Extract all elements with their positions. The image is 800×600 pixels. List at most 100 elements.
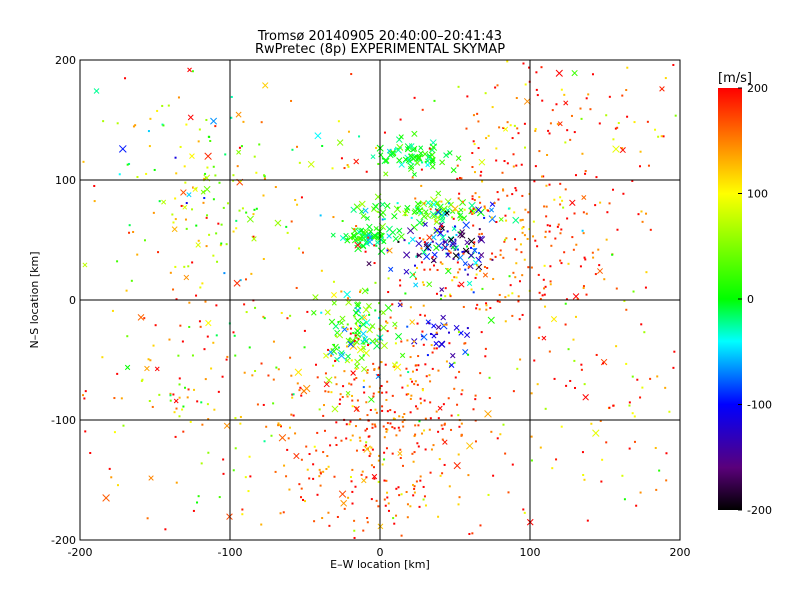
- scatter-point-1206: [200, 462, 203, 465]
- scatter-point-660: [494, 86, 497, 89]
- scatter-point-929: [290, 413, 293, 416]
- scatter-point-1685: [521, 227, 524, 230]
- scatter-point-1616: [490, 216, 493, 219]
- scatter-point-895: [349, 332, 352, 335]
- scatter-point-622: [657, 135, 660, 138]
- scatter-point-916: [401, 464, 404, 467]
- scatter-point-1697: [615, 345, 618, 348]
- scatter-point-423: [545, 215, 548, 218]
- scatter-point-905: [316, 376, 319, 379]
- scatter-point-1436: [171, 213, 174, 216]
- scatter-point-409: [485, 302, 488, 305]
- scatter-point-436: [574, 315, 577, 318]
- scatter-point-1480: [621, 474, 624, 477]
- x-tick-labels: -200 -100 0 100 200: [68, 546, 691, 559]
- scatter-point-1558: [523, 511, 526, 514]
- scatter-point-543: [476, 303, 479, 306]
- scatter-point-548: [523, 234, 526, 237]
- scatter-point-698: [334, 335, 337, 338]
- scatter-point-603: [532, 220, 535, 223]
- scatter-point-838: [487, 493, 490, 496]
- scatter-point-1427: [241, 207, 244, 210]
- scatter-point-382: [462, 252, 465, 255]
- scatter-point-890: [422, 485, 425, 488]
- scatter-point-638: [660, 135, 663, 138]
- scatter-point-406: [482, 272, 488, 278]
- scatter-point-1590: [418, 420, 421, 423]
- scatter-point-179: [398, 233, 405, 240]
- scatter-point-642: [477, 147, 480, 150]
- scatter-point-568: [441, 225, 444, 228]
- scatter-point-1254: [204, 300, 207, 303]
- scatter-point-487: [472, 224, 475, 227]
- scatter-point-1058: [399, 374, 402, 377]
- scatter-point-350: [429, 268, 432, 271]
- scatter-point-974: [403, 412, 406, 415]
- scatter-point-1268: [108, 467, 111, 470]
- scatter-point-804: [433, 341, 439, 347]
- scatter-point-684: [523, 122, 526, 125]
- scatter-point-126: [350, 206, 357, 213]
- scatter-point-498: [455, 276, 458, 279]
- scatter-point-1231: [188, 301, 191, 304]
- scatter-point-130: [458, 213, 461, 216]
- scatter-point-1344: [212, 198, 215, 201]
- y-tick-labels: -200 -100 0 100 200: [51, 54, 76, 547]
- scatter-point-1161: [351, 434, 354, 437]
- scatter-point-889: [371, 473, 378, 480]
- scatter-point-1276: [239, 415, 242, 418]
- scatter-point-1243: [199, 286, 202, 289]
- scatter-point-1339: [226, 202, 229, 205]
- scatter-point-1141: [279, 512, 282, 515]
- scatter-point-317: [426, 281, 433, 288]
- scatter-point-1607: [286, 317, 289, 320]
- scatter-point-1544: [511, 292, 514, 295]
- scatter-point-790: [362, 336, 369, 343]
- scatter-point-62: [408, 143, 415, 149]
- scatter-point-1285: [207, 418, 210, 421]
- y-tick-label-4: 200: [55, 54, 76, 67]
- scatter-point-332: [472, 245, 475, 248]
- scatter-point-723: [359, 320, 367, 329]
- scatter-point-1337: [301, 251, 304, 254]
- scatter-point-734: [346, 323, 349, 326]
- scatter-point-636: [506, 60, 509, 63]
- scatter-point-1686: [520, 251, 523, 254]
- scatter-point-203: [370, 231, 379, 240]
- scatter-point-800: [426, 354, 429, 357]
- scatter-point-1509: [625, 308, 628, 311]
- scatter-point-1567: [347, 165, 350, 168]
- scatter-point-299: [462, 260, 468, 267]
- scatter-point-714: [343, 290, 351, 299]
- scatter-point-912: [395, 487, 398, 490]
- scatter-point-878: [330, 354, 333, 357]
- scatter-point-1349: [375, 146, 378, 149]
- scatter-point-1323: [258, 143, 261, 146]
- scatter-point-1589: [445, 323, 448, 326]
- scatter-point-592: [626, 66, 629, 69]
- y-tick-label-3: 100: [55, 174, 76, 187]
- scatter-point-677: [515, 97, 518, 100]
- scatter-point-839: [496, 437, 499, 440]
- scatter-point-830: [375, 411, 378, 414]
- scatter-point-371: [457, 271, 460, 274]
- scatter-point-394: [641, 220, 644, 223]
- scatter-point-561: [566, 217, 569, 220]
- scatter-point-689: [587, 93, 590, 96]
- scatter-point-248: [466, 280, 473, 287]
- scatter-point-1045: [474, 440, 477, 443]
- scatter-point-943: [355, 367, 358, 370]
- scatter-point-756: [340, 290, 343, 293]
- scatter-point-873: [422, 343, 425, 346]
- scatter-point-716: [380, 310, 386, 316]
- scatter-point-747: [406, 325, 409, 328]
- chart-title: Tromsø 20140905 20:40:00–20:41:43: [257, 29, 502, 44]
- scatter-point-486: [543, 264, 546, 267]
- scatter-point-200: [344, 237, 351, 244]
- scatter-point-285: [403, 251, 411, 259]
- scatter-point-1273: [172, 288, 175, 291]
- scatter-point-1059: [385, 398, 388, 401]
- scatter-point-1020: [417, 424, 420, 427]
- scatter-point-344: [554, 237, 557, 240]
- scatter-point-704: [355, 324, 363, 331]
